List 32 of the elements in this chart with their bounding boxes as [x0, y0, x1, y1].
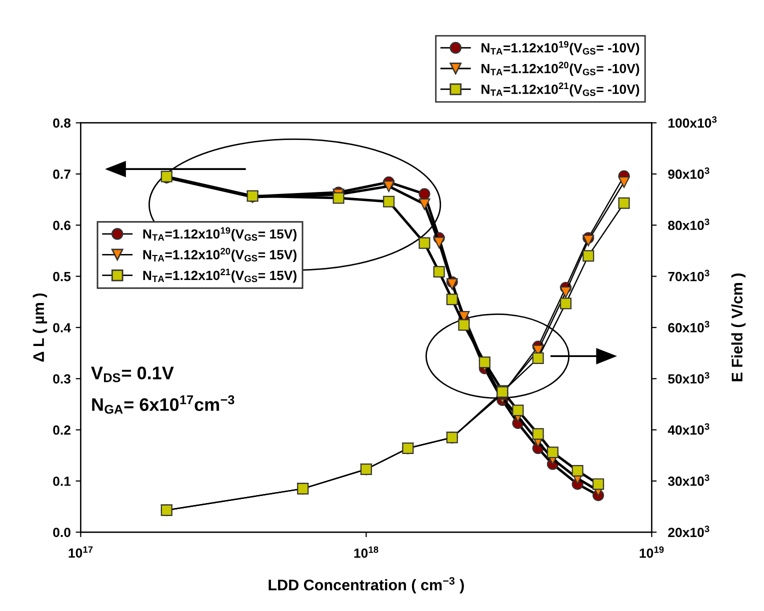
y2-tick-label: 50x10$^{3}$: [668, 372, 710, 384]
legend-label: N$_{TA}$=1.12x10$^{19}$(V$_{GS}$= 15V): [143, 227, 296, 242]
annotation: N$_{GA}$= 6x10$^{17}$cm$^{−3}$: [92, 395, 234, 414]
x-tick-label: 10$^{19}$: [640, 546, 664, 558]
y2-tick-label: 70x10$^{3}$: [668, 270, 710, 282]
y-tick-label: 0.3: [53, 374, 70, 384]
legend-label: N$_{TA}$=1.12x10$^{20}$(V$_{GS}$= 15V): [143, 248, 296, 262]
y-tick-label: 0.1: [53, 476, 71, 486]
y-tick-label: 0.8: [53, 118, 71, 128]
y-tick-label: 0.2: [53, 425, 70, 435]
y-tick-label: 0.5: [53, 272, 71, 282]
x-tick-label: 10$^{17}$: [68, 546, 93, 558]
x-tick-label: 10$^{18}$: [354, 546, 378, 558]
y2-tick-label: 30x10$^{3}$: [668, 474, 710, 486]
y-tick-label: 0.7: [53, 170, 70, 179]
y-tick-label: 0.4: [53, 323, 71, 332]
y2-tick-label: 20x10$^{3}$: [668, 526, 710, 538]
legend-label: N$_{TA}$=1.12x10$^{19}$(V$_{GS}$= -10V): [482, 41, 640, 56]
annotation: V$_{DS}$= 0.1V: [91, 366, 174, 382]
y2-tick-label: 60x10$^{3}$: [668, 320, 710, 332]
y-tick-label: 0.0: [53, 528, 70, 538]
y2-tick-label: 80x10$^{3}$: [668, 218, 710, 230]
y2-axis-title: E Field ( V/cm ): [731, 274, 746, 382]
y2-tick-label: 90x10$^{3}$: [668, 167, 710, 179]
y-axis-title: Δ L ( µm ): [32, 293, 48, 362]
x-axis-title: LDD Concentration ( cm$^{−3}$ ): [268, 577, 464, 594]
y2-tick-label: 100x10$^{3}$: [668, 116, 717, 128]
legend-label: N$_{TA}$=1.12x10$^{20}$(V$_{GS}$= -10V): [482, 62, 640, 76]
legend-label: N$_{TA}$=1.12x10$^{21}$(V$_{GS}$= 15V): [143, 268, 296, 283]
y-tick-label: 0.6: [53, 220, 70, 230]
legend-label: N$_{TA}$=1.12x10$^{21}$(V$_{GS}$= -10V): [482, 82, 640, 97]
y2-tick-label: 40x10$^{3}$: [668, 423, 710, 435]
